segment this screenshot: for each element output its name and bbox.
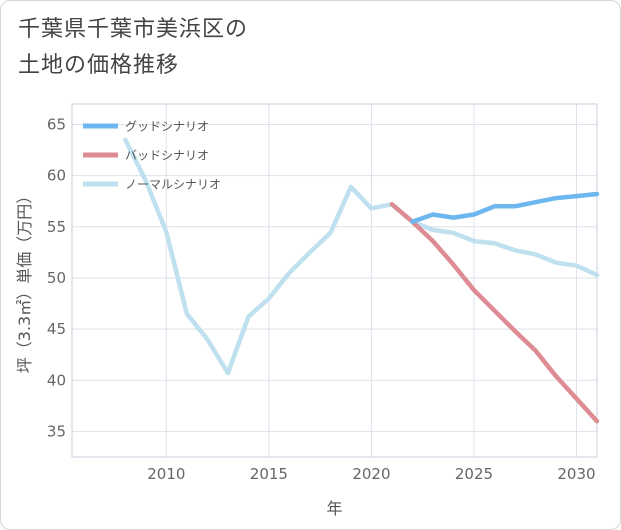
y-axis-title: 坪（3.3㎡）単価（万円） bbox=[15, 188, 34, 373]
y-tick-label: 50 bbox=[47, 269, 66, 287]
series-lines bbox=[123, 137, 600, 424]
y-tick-label: 55 bbox=[47, 218, 66, 236]
legend-bad: バッドシナリオ bbox=[83, 149, 209, 163]
y-tick-labels: 35 40 45 50 55 60 65 bbox=[47, 115, 66, 440]
series-line-good bbox=[410, 191, 600, 224]
x-tick-label: 2025 bbox=[455, 465, 493, 483]
legend-normal-label: ノーマルシナリオ bbox=[125, 178, 221, 192]
chart-title-line1: 千葉県千葉市美浜区の bbox=[18, 17, 249, 42]
y-tick-label: 65 bbox=[47, 115, 66, 133]
x-tick-label: 2030 bbox=[557, 465, 595, 483]
x-axis-title: 年 bbox=[326, 499, 342, 518]
x-tick-label: 2015 bbox=[250, 465, 288, 483]
chart-title-line2: 土地の価格推移 bbox=[18, 53, 180, 78]
y-tick-label: 60 bbox=[47, 167, 66, 185]
grid-lines bbox=[72, 104, 597, 457]
y-tick-label: 45 bbox=[47, 320, 66, 338]
plot-border bbox=[71, 103, 598, 458]
series-line-normal bbox=[123, 137, 600, 376]
x-tick-label: 2010 bbox=[147, 465, 185, 483]
y-tick-label: 35 bbox=[47, 422, 66, 440]
legend-normal: ノーマルシナリオ bbox=[83, 178, 221, 192]
y-tick-label: 40 bbox=[47, 371, 66, 389]
legend-bad-label: バッドシナリオ bbox=[125, 149, 209, 163]
legend-good-label: グッドシナリオ bbox=[125, 120, 209, 134]
plot-area bbox=[71, 103, 598, 458]
legend-good: グッドシナリオ bbox=[83, 120, 209, 134]
chart-title: 千葉県千葉市美浜区の 土地の価格推移 bbox=[18, 12, 248, 84]
series-line-bad bbox=[389, 202, 600, 424]
x-tick-label: 2020 bbox=[352, 465, 390, 483]
x-tick-labels: 2010 2015 2020 2025 2030 bbox=[147, 465, 595, 483]
